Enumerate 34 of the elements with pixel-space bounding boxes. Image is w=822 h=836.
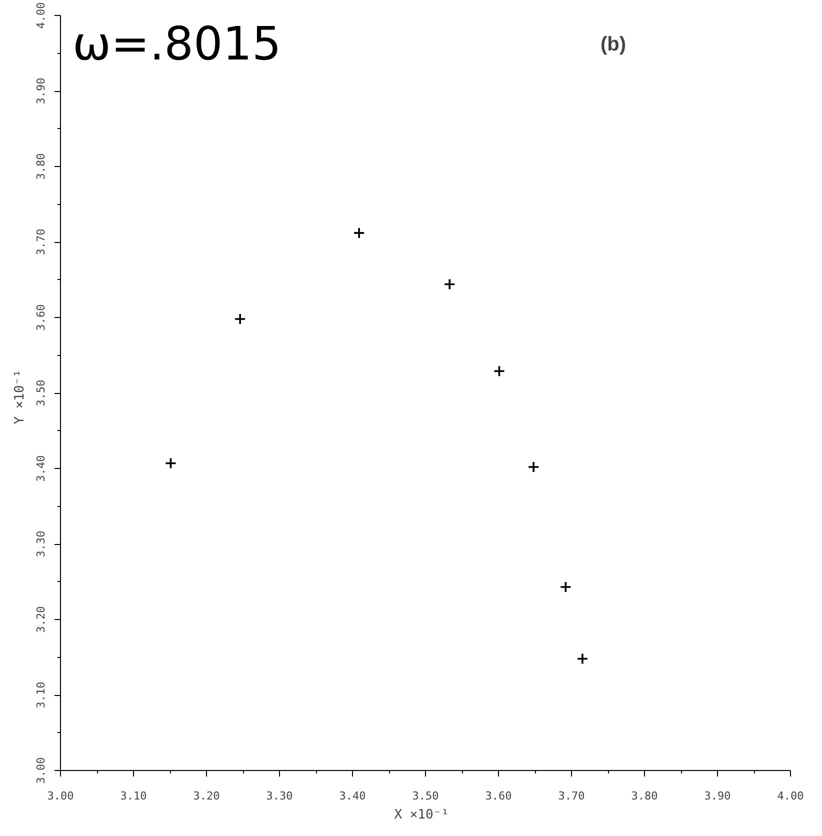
x-tick-label: 3.30: [266, 790, 293, 802]
chart-title: ω=.8015: [72, 16, 282, 70]
point: [444, 278, 456, 290]
x-tick-label: 3.70: [558, 790, 585, 802]
point: [164, 457, 177, 470]
y-tick-label: 3.90: [34, 78, 48, 104]
y-tick-label: 3.50: [34, 380, 48, 406]
x-tick-label: 3.10: [120, 790, 147, 802]
x-tick-label: 3.60: [485, 790, 512, 802]
y-tick-label: 3.10: [34, 682, 48, 708]
annotation: (b): [600, 34, 626, 56]
point: [560, 581, 572, 593]
y-tick-label: 4.00: [34, 2, 48, 29]
x-axis-title: X ×10⁻¹: [394, 808, 449, 822]
point: [576, 652, 588, 665]
y-tick-label: 3.70: [34, 228, 48, 256]
x-tick-label: 4.00: [777, 790, 804, 802]
y-tick-label: 3.60: [34, 304, 48, 331]
y-tick-label: 3.20: [34, 606, 48, 633]
x-tick-label: 3.90: [704, 790, 731, 802]
x-tick-label: 3.80: [631, 790, 658, 802]
x-tick-label: 3.20: [193, 790, 220, 802]
y-tick-label: 3.30: [34, 530, 48, 558]
x-tick-label: 3.00: [47, 790, 74, 802]
y-tick-label: 3.00: [34, 757, 48, 784]
point: [528, 461, 540, 473]
x-tick-label: 3.40: [339, 790, 366, 802]
x-tick-label: 3.50: [412, 790, 439, 802]
point: [353, 227, 365, 239]
point: [493, 365, 506, 378]
y-tick-label: 3.80: [34, 153, 48, 180]
y-axis-title: Y ×10⁻¹: [12, 370, 28, 424]
y-tick-label: 3.40: [34, 455, 48, 482]
point: [234, 313, 246, 325]
